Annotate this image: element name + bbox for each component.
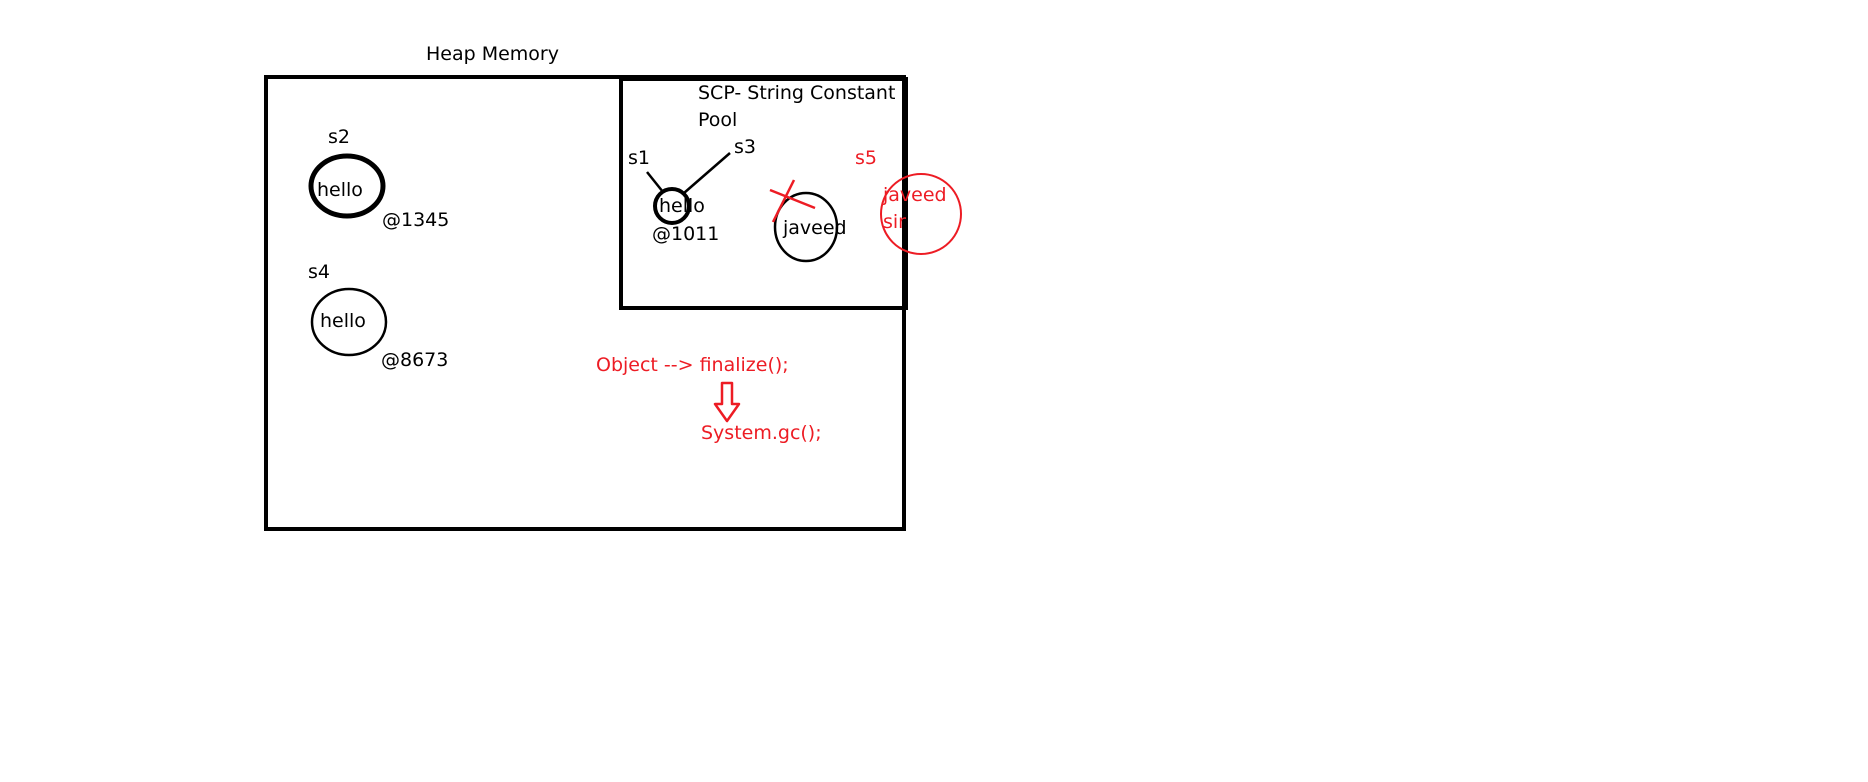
s5-javeed-sir-ellipse xyxy=(880,173,962,255)
s4-address-label: @8673 xyxy=(381,349,449,371)
s2-variable-label: s2 xyxy=(328,126,350,148)
s5-javeed-value-line-2: sir xyxy=(883,211,906,233)
javeed-object-ellipse xyxy=(773,191,839,263)
system-gc-note: System.gc(); xyxy=(701,422,822,444)
javeed-value: javeed xyxy=(783,217,847,239)
s4-hello-value: hello xyxy=(320,310,366,332)
s1-reference-line xyxy=(646,171,664,193)
s3-variable-label: s3 xyxy=(734,136,756,158)
s2-hello-value: hello xyxy=(317,179,363,201)
javeed-cross-line-1 xyxy=(771,179,796,223)
heap-memory-box xyxy=(264,75,906,531)
scp-box xyxy=(619,77,908,310)
s3-reference-line xyxy=(683,152,731,194)
javeed-cross-line-2 xyxy=(769,188,816,210)
s2-hello-object-ellipse xyxy=(308,153,386,219)
s1-variable-label: s1 xyxy=(628,147,650,169)
scp-hello-object-ellipse xyxy=(653,187,691,225)
scp-title-line-1: SCP- String Constant xyxy=(698,82,896,104)
finalize-note: Object --> finalize(); xyxy=(596,354,789,376)
s5-variable-label: s5 xyxy=(855,147,877,169)
scp-title-line-2: Pool xyxy=(698,109,738,131)
s4-variable-label: s4 xyxy=(308,261,330,283)
s2-address-label: @1345 xyxy=(382,209,450,231)
scp-hello-address-label: @1011 xyxy=(652,223,720,245)
down-arrow-icon xyxy=(713,381,741,423)
heap-memory-title: Heap Memory xyxy=(426,43,559,65)
scp-hello-value: hello xyxy=(659,195,705,217)
s4-hello-object-ellipse xyxy=(310,287,388,357)
s5-javeed-value-line-1: javeed xyxy=(883,184,947,206)
